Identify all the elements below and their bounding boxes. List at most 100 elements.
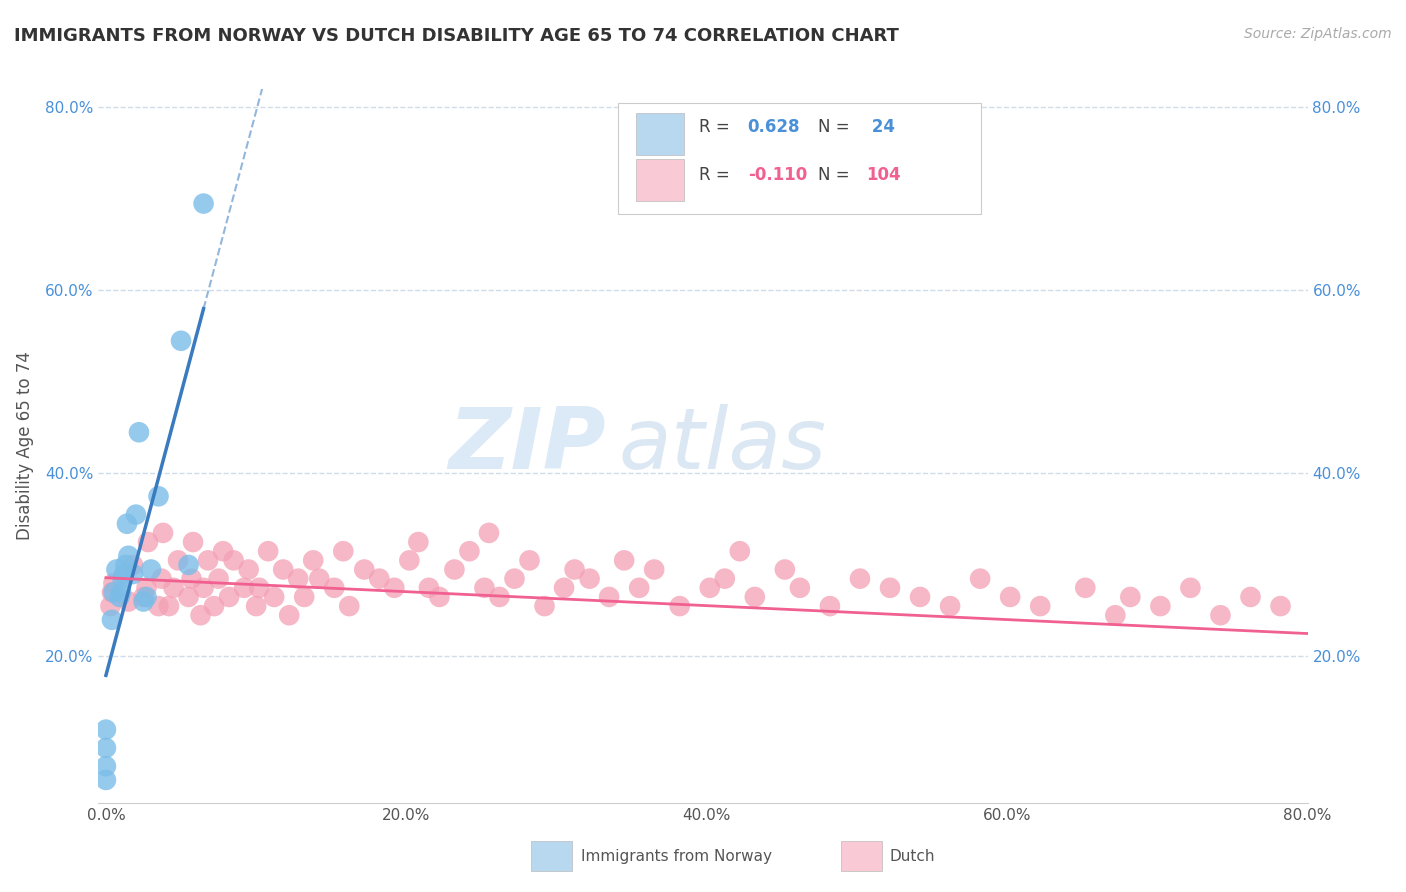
Point bbox=[197, 553, 219, 567]
Text: Source: ZipAtlas.com: Source: ZipAtlas.com bbox=[1244, 27, 1392, 41]
Point bbox=[238, 562, 260, 576]
Point bbox=[353, 562, 375, 576]
Point bbox=[292, 590, 315, 604]
Point bbox=[308, 572, 330, 586]
Text: ZIP: ZIP bbox=[449, 404, 606, 488]
Point bbox=[181, 535, 204, 549]
Point bbox=[94, 772, 117, 787]
Point bbox=[233, 581, 256, 595]
Point bbox=[443, 562, 465, 576]
Text: 24: 24 bbox=[866, 118, 896, 136]
Text: 0.628: 0.628 bbox=[748, 118, 800, 136]
Point bbox=[1149, 599, 1171, 613]
Point bbox=[643, 562, 665, 576]
Point bbox=[503, 572, 526, 586]
Point bbox=[302, 553, 325, 567]
Point bbox=[117, 549, 139, 563]
Text: IMMIGRANTS FROM NORWAY VS DUTCH DISABILITY AGE 65 TO 74 CORRELATION CHART: IMMIGRANTS FROM NORWAY VS DUTCH DISABILI… bbox=[14, 27, 898, 45]
FancyBboxPatch shape bbox=[637, 159, 683, 202]
Point bbox=[148, 489, 170, 503]
Point bbox=[101, 585, 124, 599]
Point bbox=[115, 516, 138, 531]
Text: Immigrants from Norway: Immigrants from Norway bbox=[581, 849, 772, 863]
Point bbox=[488, 590, 510, 604]
Point bbox=[533, 599, 555, 613]
Point bbox=[247, 581, 270, 595]
Point bbox=[332, 544, 354, 558]
Point bbox=[998, 590, 1021, 604]
Point bbox=[337, 599, 360, 613]
Point bbox=[94, 723, 117, 737]
Point bbox=[245, 599, 267, 613]
Point bbox=[1270, 599, 1292, 613]
FancyBboxPatch shape bbox=[637, 112, 683, 155]
Point bbox=[789, 581, 811, 595]
Point bbox=[382, 581, 405, 595]
Point bbox=[287, 572, 309, 586]
Point bbox=[519, 553, 541, 567]
Point bbox=[94, 740, 117, 755]
Point bbox=[190, 608, 212, 623]
Point bbox=[177, 558, 200, 572]
Point bbox=[193, 196, 215, 211]
Point bbox=[202, 599, 225, 613]
Point bbox=[110, 585, 132, 599]
Point bbox=[969, 572, 991, 586]
Text: R =: R = bbox=[699, 166, 735, 184]
Text: -0.110: -0.110 bbox=[748, 166, 807, 184]
Point bbox=[849, 572, 872, 586]
Point bbox=[152, 525, 174, 540]
Point bbox=[100, 599, 122, 613]
Point bbox=[773, 562, 796, 576]
Point bbox=[135, 590, 157, 604]
Point bbox=[908, 590, 931, 604]
Point bbox=[128, 425, 150, 440]
Point bbox=[167, 553, 190, 567]
Point bbox=[157, 599, 180, 613]
Point bbox=[429, 590, 451, 604]
Point bbox=[1239, 590, 1261, 604]
Point bbox=[613, 553, 636, 567]
Point bbox=[408, 535, 430, 549]
Point bbox=[474, 581, 496, 595]
Point bbox=[628, 581, 651, 595]
Point bbox=[108, 590, 131, 604]
Point bbox=[125, 508, 148, 522]
Point bbox=[398, 553, 420, 567]
Point bbox=[122, 567, 145, 582]
Point bbox=[699, 581, 721, 595]
Point bbox=[458, 544, 481, 558]
Point bbox=[1104, 608, 1126, 623]
Text: N =: N = bbox=[818, 118, 855, 136]
Text: Dutch: Dutch bbox=[890, 849, 935, 863]
Point bbox=[101, 613, 124, 627]
Point bbox=[323, 581, 346, 595]
Point bbox=[263, 590, 285, 604]
Point bbox=[744, 590, 766, 604]
FancyBboxPatch shape bbox=[619, 103, 981, 214]
Point bbox=[1074, 581, 1097, 595]
Point bbox=[1180, 581, 1202, 595]
Y-axis label: Disability Age 65 to 74: Disability Age 65 to 74 bbox=[15, 351, 34, 541]
Point bbox=[114, 558, 136, 572]
Point bbox=[218, 590, 240, 604]
Point bbox=[713, 572, 735, 586]
Point bbox=[105, 562, 128, 576]
Point bbox=[879, 581, 901, 595]
Text: N =: N = bbox=[818, 166, 855, 184]
Point bbox=[1119, 590, 1142, 604]
Point bbox=[207, 572, 229, 586]
Point bbox=[103, 576, 125, 591]
Point bbox=[728, 544, 751, 558]
Point bbox=[139, 562, 162, 576]
Point bbox=[148, 599, 170, 613]
Text: R =: R = bbox=[699, 118, 735, 136]
Point bbox=[135, 581, 157, 595]
Point bbox=[368, 572, 391, 586]
Point bbox=[177, 590, 200, 604]
Point bbox=[132, 590, 155, 604]
Point bbox=[668, 599, 690, 613]
Point bbox=[150, 572, 173, 586]
Text: atlas: atlas bbox=[619, 404, 827, 488]
Point bbox=[818, 599, 841, 613]
